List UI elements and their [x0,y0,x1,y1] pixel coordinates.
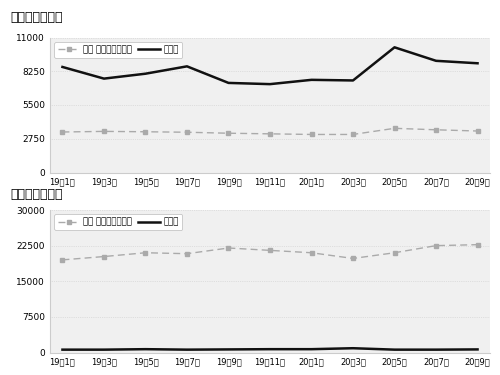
Text: 【東京エリア】: 【東京エリア】 [10,11,62,24]
Legend: 東京 通常の通販番組, 局通販: 東京 通常の通販番組, 局通販 [54,42,182,58]
Legend: 岡山 通常の通販番組, 局通販: 岡山 通常の通販番組, 局通販 [54,214,182,230]
Text: 【岡山エリア】: 【岡山エリア】 [10,188,62,201]
